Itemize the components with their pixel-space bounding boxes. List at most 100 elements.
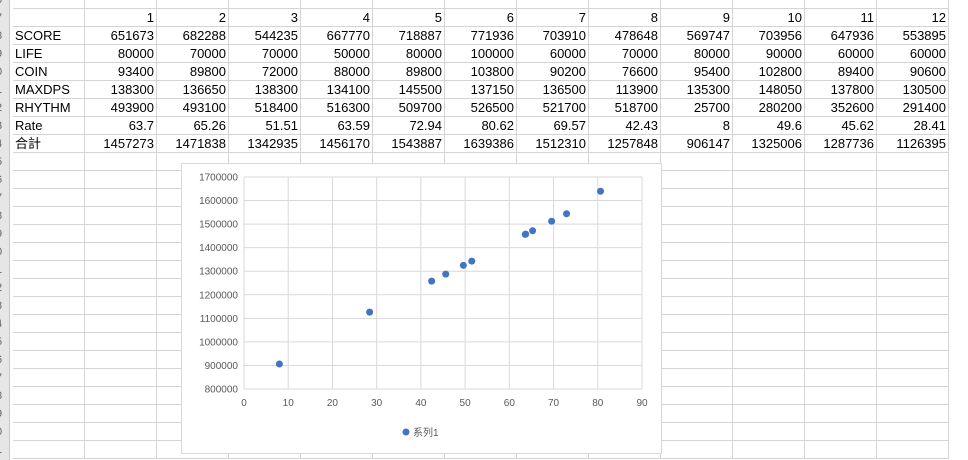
empty-cell[interactable] xyxy=(805,261,877,279)
column-header-cell[interactable]: 1 xyxy=(85,9,157,27)
data-cell[interactable]: 137800 xyxy=(805,81,877,99)
empty-cell[interactable] xyxy=(301,0,373,9)
data-cell[interactable]: 25700 xyxy=(661,99,733,117)
data-cell[interactable]: 521700 xyxy=(517,99,589,117)
empty-cell[interactable] xyxy=(805,207,877,225)
empty-cell[interactable] xyxy=(733,279,805,297)
data-cell[interactable]: 518400 xyxy=(229,99,301,117)
empty-cell[interactable] xyxy=(805,153,877,171)
empty-cell[interactable] xyxy=(13,369,85,387)
data-cell[interactable]: 103800 xyxy=(445,63,517,81)
row-number[interactable]: 2 xyxy=(0,279,8,297)
data-cell[interactable]: 1287736 xyxy=(805,135,877,153)
empty-cell[interactable] xyxy=(661,0,733,9)
column-header-cell[interactable]: 12 xyxy=(877,9,949,27)
data-cell[interactable]: 771936 xyxy=(445,27,517,45)
row-number[interactable]: 7 xyxy=(0,189,8,207)
empty-cell[interactable] xyxy=(661,405,733,423)
data-cell[interactable]: 80000 xyxy=(373,45,445,63)
empty-cell[interactable] xyxy=(877,297,949,315)
empty-cell[interactable] xyxy=(877,153,949,171)
data-cell[interactable]: 703956 xyxy=(733,27,805,45)
data-cell[interactable]: 80000 xyxy=(85,45,157,63)
column-header-cell[interactable]: 11 xyxy=(805,9,877,27)
empty-cell[interactable] xyxy=(85,153,157,171)
row-number[interactable]: 8 xyxy=(0,207,8,225)
data-cell[interactable]: 145500 xyxy=(373,81,445,99)
data-cell[interactable]: 72000 xyxy=(229,63,301,81)
data-cell[interactable]: 80000 xyxy=(661,45,733,63)
empty-cell[interactable] xyxy=(733,441,805,459)
data-cell[interactable]: 90200 xyxy=(517,63,589,81)
row-number[interactable]: 7 xyxy=(0,9,8,27)
empty-cell[interactable] xyxy=(805,315,877,333)
empty-cell[interactable] xyxy=(13,153,85,171)
empty-cell[interactable] xyxy=(733,333,805,351)
data-cell[interactable]: 60000 xyxy=(877,45,949,63)
empty-cell[interactable] xyxy=(733,261,805,279)
data-cell[interactable]: 516300 xyxy=(301,99,373,117)
data-cell[interactable]: 45.62 xyxy=(805,117,877,135)
data-cell[interactable]: 95400 xyxy=(661,63,733,81)
empty-cell[interactable] xyxy=(877,405,949,423)
empty-cell[interactable] xyxy=(733,315,805,333)
data-cell[interactable]: 1456170 xyxy=(301,135,373,153)
row-number[interactable]: 5 xyxy=(0,333,8,351)
empty-cell[interactable] xyxy=(589,0,661,9)
data-cell[interactable]: 1512310 xyxy=(517,135,589,153)
row-label-cell[interactable]: MAXDPS xyxy=(13,81,85,99)
data-cell[interactable]: 1257848 xyxy=(589,135,661,153)
empty-cell[interactable] xyxy=(805,0,877,9)
empty-cell[interactable] xyxy=(85,189,157,207)
empty-cell[interactable] xyxy=(877,279,949,297)
row-number[interactable]: 2 xyxy=(0,99,8,117)
empty-cell[interactable] xyxy=(85,423,157,441)
data-cell[interactable]: 280200 xyxy=(733,99,805,117)
data-cell[interactable]: 135300 xyxy=(661,81,733,99)
empty-cell[interactable] xyxy=(85,243,157,261)
empty-cell[interactable] xyxy=(661,243,733,261)
data-cell[interactable]: 65.26 xyxy=(157,117,229,135)
column-header-cell[interactable] xyxy=(13,9,85,27)
data-cell[interactable]: 113900 xyxy=(589,81,661,99)
row-number[interactable]: 6 xyxy=(0,351,8,369)
row-number[interactable]: 1 xyxy=(0,261,8,279)
data-cell[interactable]: 80.62 xyxy=(445,117,517,135)
row-label-cell[interactable]: COIN xyxy=(13,63,85,81)
column-header-cell[interactable]: 7 xyxy=(517,9,589,27)
empty-cell[interactable] xyxy=(229,0,301,9)
row-label-cell[interactable]: LIFE xyxy=(13,45,85,63)
data-cell[interactable]: 70000 xyxy=(229,45,301,63)
empty-cell[interactable] xyxy=(13,333,85,351)
empty-cell[interactable] xyxy=(661,387,733,405)
data-cell[interactable]: 50000 xyxy=(301,45,373,63)
row-number[interactable]: 8 xyxy=(0,27,8,45)
empty-cell[interactable] xyxy=(13,171,85,189)
data-cell[interactable]: 1126395 xyxy=(877,135,949,153)
empty-cell[interactable] xyxy=(85,297,157,315)
empty-cell[interactable] xyxy=(733,153,805,171)
empty-cell[interactable] xyxy=(805,279,877,297)
data-cell[interactable]: 651673 xyxy=(85,27,157,45)
empty-cell[interactable] xyxy=(877,333,949,351)
data-cell[interactable]: 544235 xyxy=(229,27,301,45)
row-number[interactable]: 0 xyxy=(0,63,8,81)
empty-cell[interactable] xyxy=(13,351,85,369)
empty-cell[interactable] xyxy=(13,405,85,423)
empty-cell[interactable] xyxy=(13,441,85,459)
data-cell[interactable]: 100000 xyxy=(445,45,517,63)
empty-cell[interactable] xyxy=(13,315,85,333)
data-cell[interactable]: 291400 xyxy=(877,99,949,117)
data-cell[interactable]: 493900 xyxy=(85,99,157,117)
column-header-cell[interactable]: 6 xyxy=(445,9,517,27)
empty-cell[interactable] xyxy=(373,0,445,9)
empty-cell[interactable] xyxy=(805,405,877,423)
data-cell[interactable]: 718887 xyxy=(373,27,445,45)
data-cell[interactable]: 137150 xyxy=(445,81,517,99)
data-cell[interactable]: 102800 xyxy=(733,63,805,81)
empty-cell[interactable] xyxy=(805,243,877,261)
empty-cell[interactable] xyxy=(85,405,157,423)
row-label-cell[interactable]: RHYTHM xyxy=(13,99,85,117)
empty-cell[interactable] xyxy=(877,261,949,279)
empty-cell[interactable] xyxy=(661,153,733,171)
